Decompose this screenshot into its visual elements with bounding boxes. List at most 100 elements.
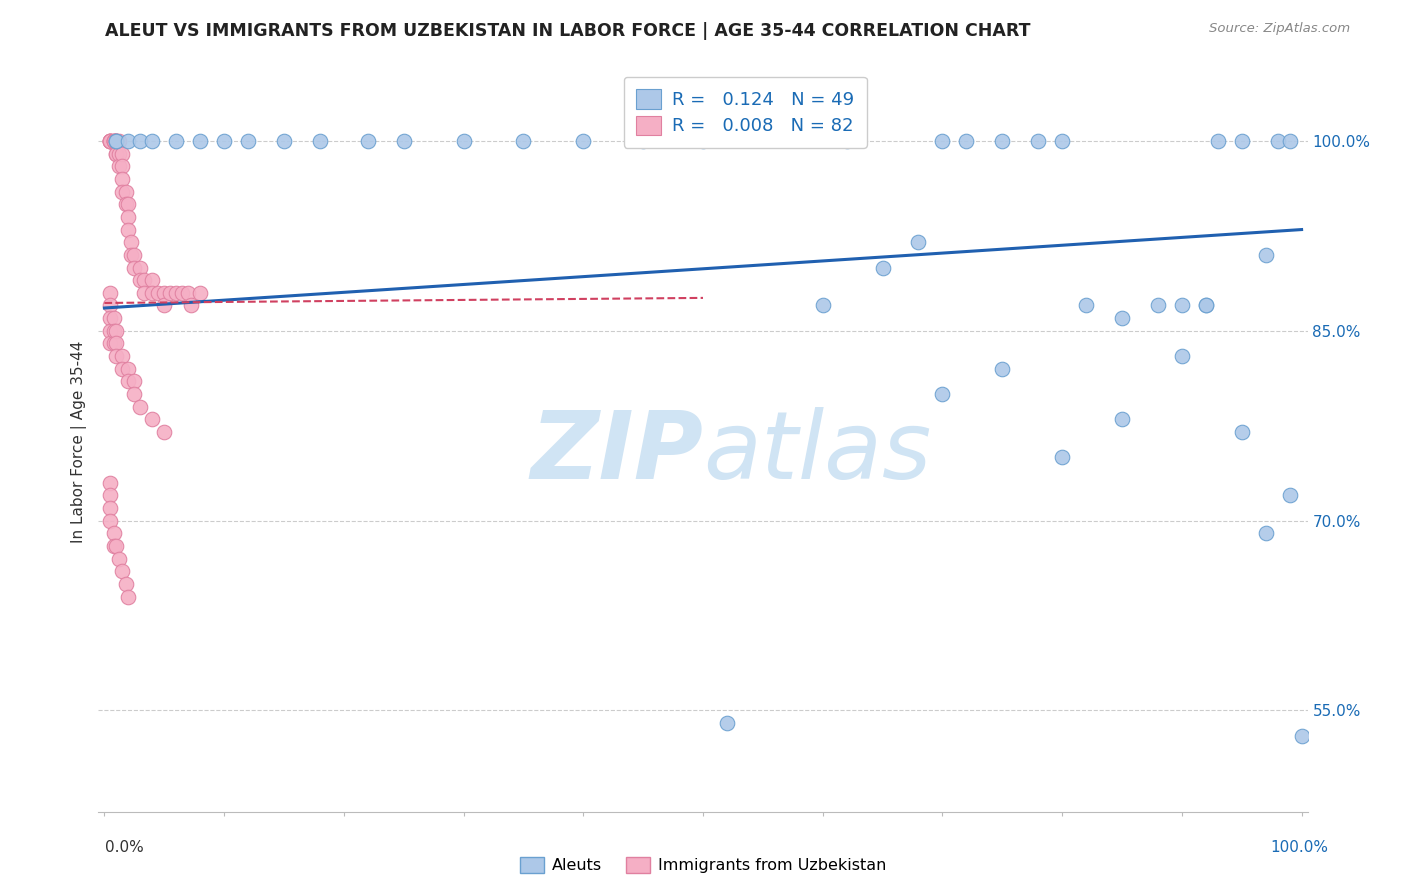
Point bbox=[1230, 134, 1253, 148]
Point bbox=[117, 222, 139, 236]
Point bbox=[100, 134, 122, 148]
Point bbox=[105, 134, 128, 148]
Point bbox=[1278, 488, 1301, 502]
Legend: R =   0.124   N = 49, R =   0.008   N = 82: R = 0.124 N = 49, R = 0.008 N = 82 bbox=[624, 77, 868, 148]
Point bbox=[132, 273, 155, 287]
Point bbox=[188, 134, 211, 148]
Point bbox=[111, 185, 134, 199]
Point bbox=[111, 361, 134, 376]
Point bbox=[100, 324, 122, 338]
Point bbox=[124, 375, 146, 389]
Point bbox=[180, 298, 202, 312]
Point bbox=[105, 146, 128, 161]
Point bbox=[129, 260, 152, 275]
Point bbox=[107, 159, 129, 173]
Point bbox=[172, 285, 194, 300]
Point bbox=[835, 134, 858, 148]
Point bbox=[117, 375, 139, 389]
Text: atlas: atlas bbox=[703, 407, 931, 498]
Point bbox=[1291, 729, 1313, 743]
Legend: Aleuts, Immigrants from Uzbekistan: Aleuts, Immigrants from Uzbekistan bbox=[513, 850, 893, 880]
Point bbox=[159, 285, 181, 300]
Point bbox=[212, 134, 235, 148]
Point bbox=[132, 285, 155, 300]
Point bbox=[692, 134, 714, 148]
Point bbox=[1254, 526, 1277, 541]
Point bbox=[100, 298, 122, 312]
Point bbox=[100, 336, 122, 351]
Point bbox=[100, 311, 122, 326]
Point bbox=[105, 146, 128, 161]
Point bbox=[124, 248, 146, 262]
Point bbox=[115, 197, 138, 211]
Point bbox=[453, 134, 475, 148]
Point bbox=[124, 260, 146, 275]
Point bbox=[141, 273, 163, 287]
Point bbox=[1026, 134, 1049, 148]
Point bbox=[907, 235, 929, 250]
Point bbox=[103, 539, 125, 553]
Point bbox=[100, 475, 122, 490]
Point bbox=[105, 336, 128, 351]
Point bbox=[153, 425, 176, 439]
Point bbox=[111, 159, 134, 173]
Point bbox=[120, 235, 142, 250]
Point bbox=[1050, 134, 1073, 148]
Point bbox=[1254, 248, 1277, 262]
Text: 0.0%: 0.0% bbox=[105, 840, 145, 855]
Point bbox=[103, 134, 125, 148]
Point bbox=[148, 285, 170, 300]
Point bbox=[236, 134, 259, 148]
Text: 100.0%: 100.0% bbox=[1271, 840, 1329, 855]
Point bbox=[105, 134, 128, 148]
Point bbox=[100, 134, 122, 148]
Point bbox=[103, 134, 125, 148]
Point bbox=[273, 134, 295, 148]
Point bbox=[1267, 134, 1289, 148]
Point bbox=[117, 210, 139, 224]
Point bbox=[357, 134, 380, 148]
Point bbox=[991, 361, 1014, 376]
Point bbox=[1195, 298, 1218, 312]
Point bbox=[129, 134, 152, 148]
Point bbox=[111, 146, 134, 161]
Point bbox=[165, 285, 187, 300]
Point bbox=[309, 134, 332, 148]
Point bbox=[100, 488, 122, 502]
Point bbox=[117, 361, 139, 376]
Point bbox=[105, 134, 128, 148]
Point bbox=[111, 564, 134, 578]
Point bbox=[1171, 298, 1194, 312]
Point bbox=[1278, 134, 1301, 148]
Point bbox=[117, 590, 139, 604]
Point bbox=[100, 134, 122, 148]
Text: ZIP: ZIP bbox=[530, 407, 703, 499]
Point bbox=[120, 248, 142, 262]
Point bbox=[1206, 134, 1229, 148]
Point bbox=[103, 134, 125, 148]
Point bbox=[153, 285, 176, 300]
Point bbox=[631, 134, 654, 148]
Point bbox=[1230, 425, 1253, 439]
Point bbox=[141, 285, 163, 300]
Point bbox=[716, 716, 738, 731]
Point bbox=[100, 134, 122, 148]
Point bbox=[512, 134, 534, 148]
Point bbox=[107, 146, 129, 161]
Text: ALEUT VS IMMIGRANTS FROM UZBEKISTAN IN LABOR FORCE | AGE 35-44 CORRELATION CHART: ALEUT VS IMMIGRANTS FROM UZBEKISTAN IN L… bbox=[105, 22, 1031, 40]
Point bbox=[931, 387, 953, 401]
Point bbox=[1195, 298, 1218, 312]
Point bbox=[105, 134, 128, 148]
Point bbox=[872, 260, 894, 275]
Point bbox=[1074, 298, 1097, 312]
Point bbox=[153, 298, 176, 312]
Point bbox=[991, 134, 1014, 148]
Point bbox=[955, 134, 977, 148]
Point bbox=[103, 311, 125, 326]
Point bbox=[1111, 412, 1133, 426]
Point bbox=[124, 387, 146, 401]
Point bbox=[1147, 298, 1170, 312]
Point bbox=[931, 134, 953, 148]
Point bbox=[572, 134, 595, 148]
Point bbox=[105, 539, 128, 553]
